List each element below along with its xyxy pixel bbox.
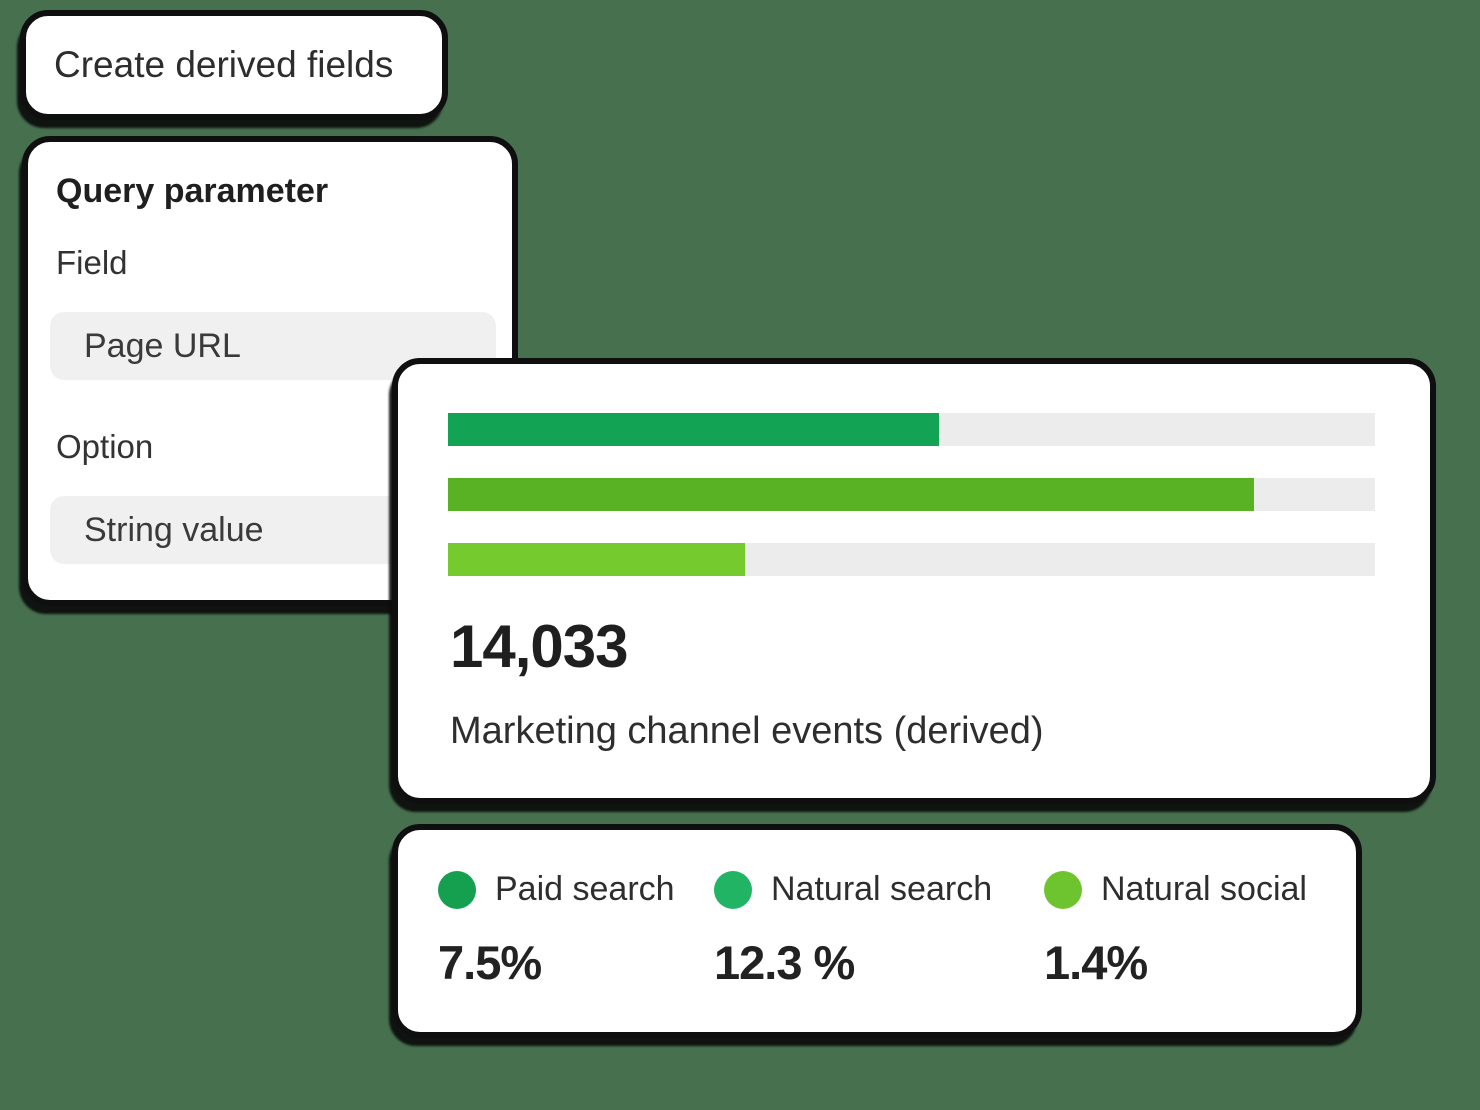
option-label: Option (56, 428, 154, 465)
field-label: Field (56, 244, 128, 281)
query-parameter-title: Query parameter (56, 172, 329, 210)
option-input-value: String value (84, 510, 264, 549)
legend-value-natural-search: 12.3 % (714, 936, 855, 989)
legend-value-natural-social: 1.4% (1044, 936, 1148, 989)
create-derived-fields-label: Create derived fields (54, 44, 394, 85)
legend-item-natural-search: Natural search 12.3 % (714, 870, 992, 990)
legend-item-natural-social: Natural social 1.4% (1044, 870, 1307, 990)
bar-fill-paid-search (448, 413, 940, 446)
bar-fill-natural-search (448, 478, 1255, 511)
natural-social-dot-icon (1044, 870, 1082, 909)
field-input-value: Page URL (84, 326, 241, 365)
natural-search-dot-icon (714, 870, 752, 909)
marketing-channel-metric-card: 14,033 Marketing channel events (derived… (392, 358, 1436, 804)
bar-fill-natural-social (448, 543, 745, 576)
legend-item-paid-search: Paid search 7.5% (438, 870, 675, 990)
legend-card: Paid search 7.5% Natural search 12.3 % N… (392, 824, 1362, 1038)
legend-value-paid-search: 7.5% (438, 936, 542, 989)
metric-caption: Marketing channel events (derived) (450, 710, 1044, 752)
legend-label-paid-search: Paid search (495, 870, 675, 908)
bar-track-paid-search (448, 413, 1375, 446)
create-derived-fields-button[interactable]: Create derived fields (20, 10, 448, 120)
bar-chart (448, 413, 1375, 608)
legend-label-natural-search: Natural search (771, 870, 993, 908)
metric-value: 14,033 (450, 613, 629, 680)
legend-label-natural-social: Natural social (1101, 870, 1307, 908)
bar-track-natural-social (448, 543, 1375, 576)
bar-track-natural-search (448, 478, 1375, 511)
paid-search-dot-icon (438, 870, 476, 909)
